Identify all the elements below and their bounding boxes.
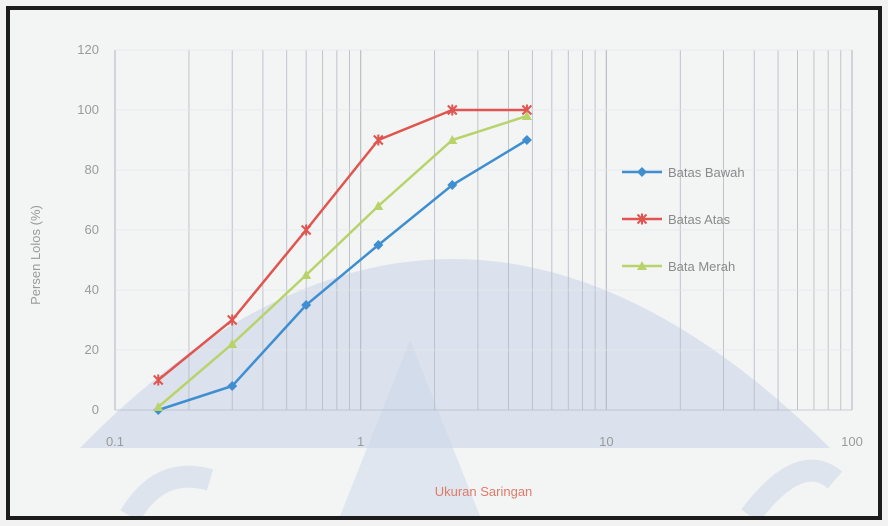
tick-labels: 0 20 40 60 80 100 120 0.1 1 10 100	[77, 42, 863, 449]
watermark-shape	[340, 340, 480, 516]
legend-label: Bata Merah	[668, 259, 735, 274]
watermark	[80, 259, 843, 516]
data-point	[153, 374, 164, 386]
data-point	[227, 339, 238, 348]
data-point	[637, 167, 647, 177]
series-lines	[153, 104, 533, 415]
data-point	[447, 104, 458, 116]
data-point	[153, 402, 164, 411]
data-point	[521, 111, 532, 120]
data-point	[637, 261, 647, 270]
y-tick-label: 80	[85, 162, 99, 177]
y-tick-label: 20	[85, 342, 99, 357]
x-tick-label: 100	[841, 434, 863, 449]
data-point	[373, 240, 384, 250]
legend-label: Batas Bawah	[668, 165, 745, 180]
data-point	[636, 213, 648, 225]
data-point	[301, 270, 312, 279]
y-tick-label: 60	[85, 222, 99, 237]
x-axis-title: Ukuran Saringan	[435, 484, 533, 499]
y-tick-label: 120	[77, 42, 99, 57]
data-point	[373, 201, 384, 210]
data-point	[227, 381, 238, 391]
series-line	[157, 138, 528, 412]
legend-label: Batas Atas	[668, 212, 731, 227]
data-point	[301, 300, 312, 310]
x-tick-label: 10	[599, 434, 613, 449]
data-point	[300, 224, 312, 236]
data-point	[227, 314, 238, 326]
watermark-stroke	[741, 459, 843, 516]
x-tick-label: 1	[357, 434, 364, 449]
series-line	[157, 108, 527, 381]
x-tick-label: 0.1	[106, 434, 124, 449]
watermark-stroke	[120, 465, 214, 516]
chart: 0 20 40 60 80 100 120 0.1 1 10 100 Ukuran Saringan…	[10, 10, 878, 516]
y-axis-title: Persen Lolos (%)	[28, 205, 43, 305]
data-point	[447, 180, 458, 190]
legend: Batas Bawah Batas Atas Bata Merah	[622, 165, 745, 274]
data-point	[373, 134, 384, 146]
y-tick-label: 0	[92, 402, 99, 417]
y-tick-label: 40	[85, 282, 99, 297]
series-line	[157, 114, 528, 408]
watermark-dome	[80, 259, 830, 448]
data-point	[521, 135, 532, 145]
chart-frame: 0 20 40 60 80 100 120 0.1 1 10 100 Ukuran Saringan…	[6, 6, 882, 520]
data-point	[447, 135, 458, 144]
y-tick-label: 100	[77, 102, 99, 117]
